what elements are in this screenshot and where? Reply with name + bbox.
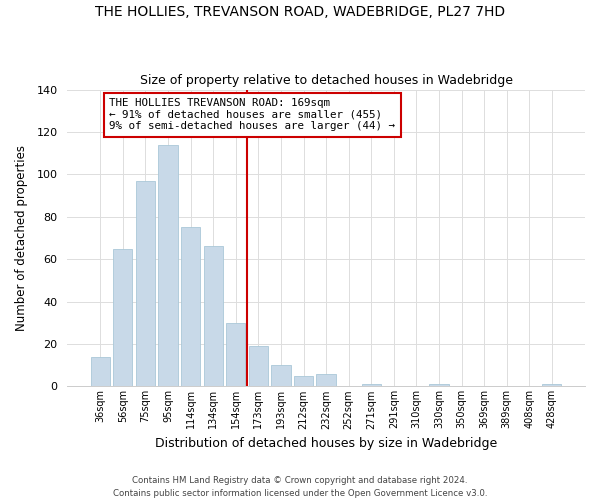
Bar [542, 384, 562, 386]
Bar [136, 180, 155, 386]
Title: Size of property relative to detached houses in Wadebridge: Size of property relative to detached ho… [140, 74, 512, 87]
Bar [316, 374, 335, 386]
Bar [113, 248, 133, 386]
Y-axis label: Number of detached properties: Number of detached properties [15, 145, 28, 331]
Bar [181, 228, 200, 386]
Bar [430, 384, 449, 386]
X-axis label: Distribution of detached houses by size in Wadebridge: Distribution of detached houses by size … [155, 437, 497, 450]
Text: Contains HM Land Registry data © Crown copyright and database right 2024.
Contai: Contains HM Land Registry data © Crown c… [113, 476, 487, 498]
Text: THE HOLLIES, TREVANSON ROAD, WADEBRIDGE, PL27 7HD: THE HOLLIES, TREVANSON ROAD, WADEBRIDGE,… [95, 5, 505, 19]
Bar [271, 365, 290, 386]
Bar [203, 246, 223, 386]
Bar [294, 376, 313, 386]
Bar [362, 384, 381, 386]
Bar [249, 346, 268, 387]
Bar [226, 323, 245, 386]
Bar [158, 144, 178, 386]
Text: THE HOLLIES TREVANSON ROAD: 169sqm
← 91% of detached houses are smaller (455)
9%: THE HOLLIES TREVANSON ROAD: 169sqm ← 91%… [109, 98, 395, 131]
Bar [91, 356, 110, 386]
